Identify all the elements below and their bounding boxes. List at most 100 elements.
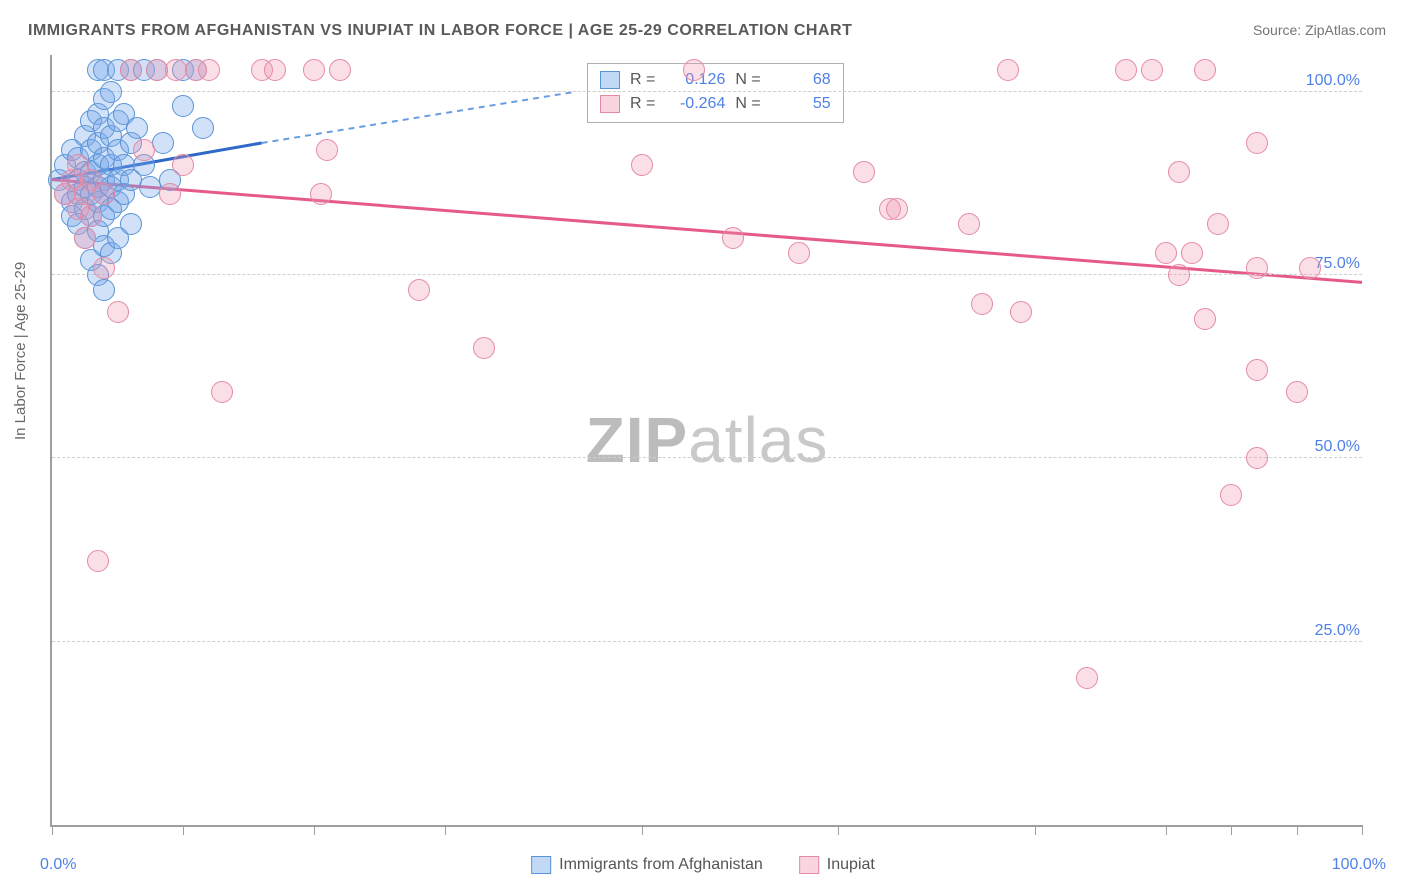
x-axis-min-label: 0.0%	[40, 856, 76, 874]
x-tick	[838, 825, 839, 835]
n-value-0: 68	[771, 68, 831, 92]
legend-swatch-0	[531, 856, 551, 874]
data-point	[1076, 667, 1098, 689]
data-point	[683, 59, 705, 81]
data-point	[1299, 257, 1321, 279]
data-point	[1168, 264, 1190, 286]
data-point	[120, 59, 142, 81]
gridline-h: 75.0%	[52, 274, 1362, 275]
data-point	[1220, 484, 1242, 506]
chart-title: IMMIGRANTS FROM AFGHANISTAN VS INUPIAT I…	[28, 22, 852, 40]
legend-swatch-1	[799, 856, 819, 874]
data-point	[997, 59, 1019, 81]
data-point	[316, 139, 338, 161]
data-point	[93, 279, 115, 301]
legend-item-1: Inupiat	[799, 856, 875, 874]
data-point	[198, 59, 220, 81]
data-point	[1286, 381, 1308, 403]
data-point	[93, 257, 115, 279]
n-value-1: 55	[771, 92, 831, 116]
data-point	[152, 132, 174, 154]
x-tick	[445, 825, 446, 835]
x-tick	[1362, 825, 1363, 835]
data-point	[1246, 132, 1268, 154]
watermark-bold: ZIP	[586, 404, 689, 476]
data-point	[120, 213, 142, 235]
x-axis-max-label: 100.0%	[1332, 856, 1386, 874]
data-point	[1246, 257, 1268, 279]
legend-item-0: Immigrants from Afghanistan	[531, 856, 763, 874]
data-point	[1155, 242, 1177, 264]
y-grid-label: 100.0%	[1302, 72, 1364, 90]
data-point	[722, 227, 744, 249]
data-point	[1246, 359, 1268, 381]
x-tick	[1297, 825, 1298, 835]
data-point	[1194, 308, 1216, 330]
gridline-h: 100.0%	[52, 91, 1362, 92]
data-point	[408, 279, 430, 301]
trend-lines	[52, 55, 1362, 825]
n-label-1: N =	[735, 92, 760, 116]
data-point	[211, 381, 233, 403]
data-point	[1115, 59, 1137, 81]
x-tick	[1035, 825, 1036, 835]
data-point	[133, 139, 155, 161]
x-tick	[1231, 825, 1232, 835]
x-tick	[642, 825, 643, 835]
gridline-h: 50.0%	[52, 457, 1362, 458]
data-point	[886, 198, 908, 220]
x-tick	[183, 825, 184, 835]
data-point	[159, 183, 181, 205]
data-point	[93, 183, 115, 205]
data-point	[172, 95, 194, 117]
legend-label-0: Immigrants from Afghanistan	[559, 856, 763, 874]
y-axis-label: In Labor Force | Age 25-29	[12, 262, 29, 440]
data-point	[310, 183, 332, 205]
data-point	[958, 213, 980, 235]
data-point	[80, 205, 102, 227]
watermark: ZIPatlas	[586, 403, 829, 477]
data-point	[788, 242, 810, 264]
data-point	[1168, 161, 1190, 183]
swatch-series-0	[600, 71, 620, 89]
y-grid-label: 50.0%	[1311, 438, 1364, 456]
x-tick	[1166, 825, 1167, 835]
data-point	[329, 59, 351, 81]
data-point	[303, 59, 325, 81]
source-label: Source:	[1253, 22, 1305, 38]
stat-box: R = 0.126 N = 68 R = -0.264 N = 55	[587, 63, 844, 123]
legend: Immigrants from Afghanistan Inupiat	[531, 856, 875, 874]
plot-area: ZIPatlas R = 0.126 N = 68 R = -0.264 N =…	[50, 55, 1362, 827]
data-point	[264, 59, 286, 81]
data-point	[87, 550, 109, 572]
stat-row-0: R = 0.126 N = 68	[600, 68, 831, 92]
gridline-h: 25.0%	[52, 641, 1362, 642]
n-label-0: N =	[735, 68, 760, 92]
data-point	[1207, 213, 1229, 235]
data-point	[100, 81, 122, 103]
legend-label-1: Inupiat	[827, 856, 875, 874]
watermark-rest: atlas	[688, 404, 828, 476]
r-label-1: R =	[630, 92, 655, 116]
data-point	[473, 337, 495, 359]
data-point	[971, 293, 993, 315]
data-point	[126, 117, 148, 139]
data-point	[853, 161, 875, 183]
source-attribution: Source: ZipAtlas.com	[1253, 22, 1386, 38]
data-point	[1194, 59, 1216, 81]
data-point	[192, 117, 214, 139]
stat-row-1: R = -0.264 N = 55	[600, 92, 831, 116]
data-point	[1181, 242, 1203, 264]
x-tick	[314, 825, 315, 835]
source-link[interactable]: ZipAtlas.com	[1305, 22, 1386, 38]
data-point	[1141, 59, 1163, 81]
data-point	[1246, 447, 1268, 469]
swatch-series-1	[600, 95, 620, 113]
data-point	[74, 227, 96, 249]
data-point	[1010, 301, 1032, 323]
data-point	[631, 154, 653, 176]
x-tick	[52, 825, 53, 835]
y-grid-label: 25.0%	[1311, 622, 1364, 640]
r-label-0: R =	[630, 68, 655, 92]
data-point	[107, 301, 129, 323]
